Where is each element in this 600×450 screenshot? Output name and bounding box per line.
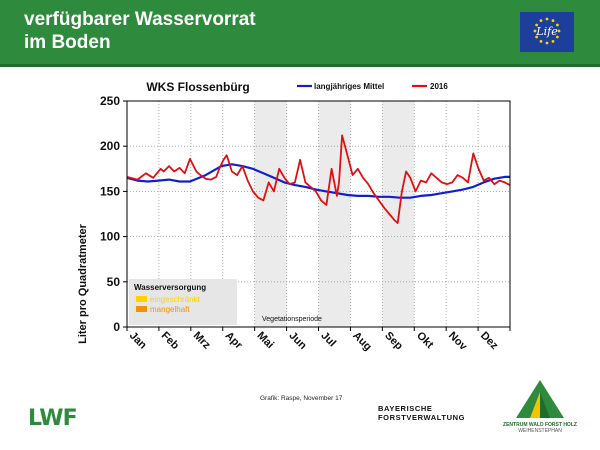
x-tick-label: Jun	[286, 330, 309, 353]
chart-title: WKS Flossenbürg	[146, 80, 249, 94]
y-axis-label: Liter pro Quadratmeter	[77, 223, 89, 344]
vegetation-period-label: Vegetationsperiode	[262, 316, 322, 323]
series-line-mean	[127, 163, 510, 199]
zentrum-wald-forst-holz-logo: ZENTRUM WALD FORST HOLZ WEIHENSTEPHAN	[492, 378, 588, 440]
legend-label-mean: langjähriges Mittel	[314, 82, 384, 91]
x-tick-label: Mrz	[191, 330, 213, 352]
x-tick-label: Nov	[446, 330, 470, 354]
x-tick-label: Jul	[318, 330, 338, 350]
x-tick-label: Jan	[127, 330, 149, 352]
mountain-tree-icon	[516, 380, 564, 418]
series-line-2016	[127, 134, 510, 224]
x-tick-label: Apr	[223, 330, 245, 352]
legend-label-deficient: mangelhaft	[150, 305, 190, 314]
legend-swatch-deficient	[136, 306, 147, 312]
header-divider	[0, 64, 600, 67]
legend-label-restricted: eingeschränkt	[150, 295, 201, 304]
x-axis-ticks: Jan Feb Mrz Apr Mai Jun Jul Aug Sep Okt Nov Dez	[126, 327, 511, 354]
series-lines	[127, 134, 510, 224]
y-axis-ticks: 0 50 100 150 200 250	[100, 94, 127, 334]
slide-title-line-2: im Boden	[24, 32, 111, 53]
slide-title: verfügbarer Wasservorrat im Boden	[24, 8, 256, 54]
legend-swatch-restricted	[136, 296, 147, 302]
vegetation-band	[254, 101, 287, 327]
water-supply-legend: Wasserversorgung eingeschränkt mangelhaf…	[129, 279, 237, 325]
y-tick-label: 100	[100, 230, 120, 244]
vegetation-bands	[254, 101, 415, 327]
vegetation-band	[318, 101, 351, 327]
chart-credit: Grafik: Raspe, November 17	[260, 395, 343, 402]
bayerische-forstverwaltung-logo: BAYERISCHE FORSTVERWALTUNG	[378, 404, 465, 422]
x-tick-label: Dez	[478, 330, 501, 353]
y-tick-label: 150	[100, 184, 120, 198]
x-tick-label: Sep	[382, 330, 405, 353]
water-supply-legend-title: Wasserversorgung	[134, 283, 206, 292]
y-tick-label: 250	[100, 94, 120, 108]
title-banner: verfügbarer Wasservorrat im Boden Life	[0, 0, 600, 64]
x-tick-label: Okt	[414, 330, 436, 352]
water-supply-chart: 0 50 100 150 200 250 Jan Feb Mrz Apr Mai Jun Jul Aug…	[77, 80, 511, 354]
y-tick-label: 50	[107, 275, 121, 289]
legend-label-2016: 2016	[430, 82, 448, 91]
eu-logo-text: Life	[535, 25, 558, 38]
x-tick-label: Aug	[350, 330, 374, 354]
lwf-logo: LWF	[28, 404, 92, 433]
slide-title-line-1: verfügbarer Wasservorrat	[24, 9, 256, 30]
org1-line-2: FORSTVERWALTUNG	[378, 413, 466, 422]
org2-line-2: WEIHENSTEPHAN	[518, 428, 562, 434]
eu-life-logo: Life	[520, 12, 574, 52]
y-tick-label: 200	[100, 139, 120, 153]
y-tick-label: 0	[113, 320, 120, 334]
x-tick-label: Feb	[159, 330, 182, 353]
lwf-logo-text: LWF	[28, 406, 77, 428]
org2-line-1: ZENTRUM WALD FORST HOLZ	[503, 422, 577, 428]
x-tick-label: Mai	[255, 330, 276, 351]
org1-line-1: BAYERISCHE	[378, 404, 433, 413]
